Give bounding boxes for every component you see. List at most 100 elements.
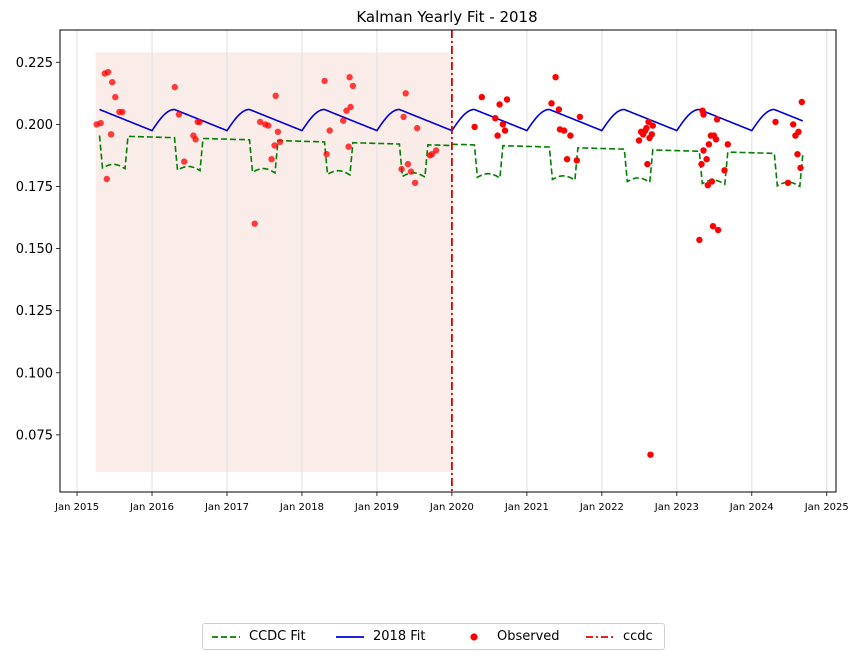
observed-point (797, 164, 804, 172)
x-tick-label: Jan 2018 (279, 502, 324, 513)
observed-point (268, 156, 275, 163)
legend-swatch-solid-blue (336, 635, 364, 638)
y-tick-label: 0.075 (16, 428, 53, 443)
observed-point (573, 157, 580, 164)
legend-entry-observed: Observed (459, 624, 560, 649)
observed-point (501, 127, 509, 134)
observed-point (411, 179, 419, 186)
observed-point (478, 93, 485, 101)
observed-point (790, 121, 797, 128)
observed-point (494, 132, 501, 139)
observed-point (271, 142, 278, 149)
observed-point (712, 136, 720, 143)
legend-swatch-dashed-green (212, 635, 240, 638)
observed-point (714, 226, 722, 234)
observed-point (795, 128, 802, 135)
observed-point (345, 143, 352, 150)
observed-point (713, 116, 721, 123)
observed-point (499, 121, 507, 128)
observed-point (340, 117, 347, 124)
observed-point (349, 82, 357, 90)
x-tick-label: Jan 2021 (504, 502, 549, 513)
legend-entry-ccdc: ccdc (585, 624, 653, 649)
legend-entry-ccdc-fit: CCDC Fit (211, 624, 306, 649)
y-tick-label: 0.100 (16, 366, 53, 381)
observed-point (721, 167, 728, 174)
y-tick-label: 0.125 (16, 304, 53, 319)
observed-point (402, 90, 409, 97)
observed-point (724, 141, 731, 148)
observed-point (644, 160, 651, 168)
observed-point (647, 451, 654, 458)
observed-point (323, 151, 330, 158)
ccdc-fit-line-segment-1 (98, 135, 452, 179)
observed-point (635, 137, 643, 144)
observed-point (798, 98, 805, 106)
observed-point (398, 165, 405, 173)
observed-point (492, 115, 499, 122)
observed-point (97, 119, 104, 127)
legend-label-ccdc: ccdc (623, 629, 653, 644)
observed-point (560, 127, 568, 134)
legend-label-observed: Observed (497, 629, 560, 644)
observed-point (346, 74, 353, 81)
observed-point (192, 136, 199, 143)
x-tick-label: Jan 2025 (804, 502, 849, 513)
observed-point (700, 111, 707, 118)
x-tick-label: Jan 2023 (654, 502, 699, 513)
observed-point (343, 107, 350, 114)
observed-point (784, 179, 792, 186)
x-tick-label: Jan 2020 (429, 502, 474, 513)
observed-point (703, 156, 710, 163)
x-tick-label: Jan 2015 (54, 502, 99, 513)
observed-point (276, 138, 284, 145)
observed-point (428, 151, 436, 158)
observed-point (645, 118, 652, 126)
observed-point (700, 147, 707, 154)
x-tick-label: Jan 2016 (129, 502, 174, 513)
x-tick-label: Jan 2022 (579, 502, 624, 513)
legend-entry-2018-fit: 2018 Fit (335, 624, 425, 649)
observed-point (794, 151, 801, 158)
observed-point (171, 83, 178, 91)
observed-point (251, 220, 258, 227)
x-tick-label: Jan 2017 (204, 502, 249, 513)
observed-point (404, 160, 412, 168)
y-tick-label: 0.225 (16, 56, 53, 71)
observed-point (400, 113, 407, 121)
observed-point (576, 113, 584, 121)
observed-point (347, 103, 354, 111)
observed-point (272, 92, 279, 100)
observed-point (432, 147, 440, 154)
plot-frame (59, 29, 837, 493)
observed-point (196, 118, 203, 126)
observed-point (548, 100, 555, 107)
observed-point (104, 69, 112, 76)
observed-point (256, 118, 264, 126)
observed-point (552, 74, 559, 81)
observed-point (109, 79, 116, 86)
observed-point (274, 128, 282, 135)
observed-point (175, 111, 183, 118)
observed-point (555, 106, 563, 113)
observed-point (112, 93, 119, 101)
y-tick-label: 0.175 (16, 180, 53, 195)
observed-point (704, 182, 711, 189)
shaded-region (95, 52, 452, 473)
legend-label-ccdc-fit: CCDC Fit (249, 629, 306, 644)
observed-point (471, 123, 478, 131)
x-tick-label: Jan 2019 (354, 502, 399, 513)
ccdc-fit-line-segment-2 (451, 143, 804, 188)
legend-swatch-dashdot-red (586, 635, 614, 638)
observed-point (326, 127, 333, 134)
legend: CCDC Fit 2018 Fit Observed ccdc (202, 623, 665, 650)
observed-point (503, 96, 511, 103)
observed-point (265, 122, 272, 129)
observed-point (107, 131, 115, 138)
plot-area: Jan 2015 Jan 2016 Jan 2017 Jan 2018 Jan 2019… (16, 29, 849, 513)
observed-point (181, 158, 188, 165)
observed-point (648, 131, 655, 138)
x-tick-label: Jan 2024 (729, 502, 774, 513)
legend-swatch-red-dot (470, 632, 478, 641)
